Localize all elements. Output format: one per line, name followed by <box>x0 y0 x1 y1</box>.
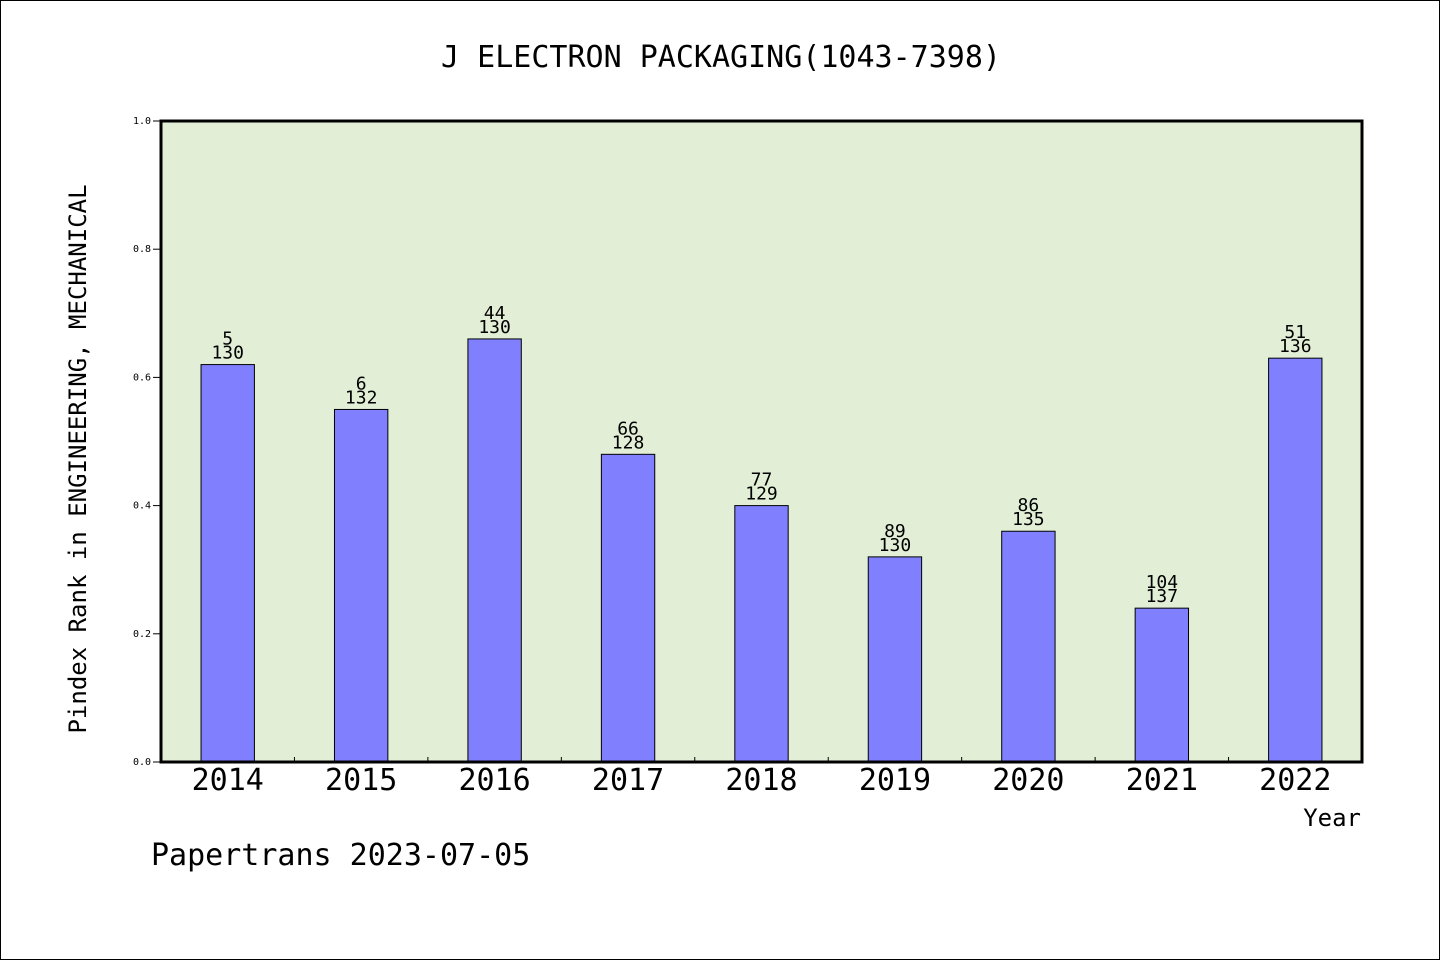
bar-rank-label: 51 <box>1284 322 1306 343</box>
bar-rank-label: 86 <box>1018 495 1040 516</box>
bar-total-label: 137 <box>1146 586 1179 607</box>
bar-rank-label: 77 <box>751 470 773 491</box>
bar <box>600 453 656 763</box>
bar <box>200 364 255 763</box>
x-tick-label: 2017 <box>592 763 664 798</box>
bar <box>734 505 789 763</box>
bar-rank-label: 104 <box>1146 572 1179 593</box>
plot-border <box>159 119 1364 764</box>
x-tick-label: 2018 <box>725 763 797 798</box>
bar <box>333 408 389 763</box>
bar-total-label: 128 <box>612 432 645 453</box>
x-axis-title: Year <box>1303 804 1361 832</box>
x-tick-label: 2015 <box>325 763 397 798</box>
bar-rank-label: 89 <box>884 521 906 542</box>
x-tick-label: 2022 <box>1259 763 1331 798</box>
bar-rank-label: 6 <box>356 373 367 394</box>
footer-credit: Papertrans 2023-07-05 <box>151 838 530 873</box>
bar-rank-label: 5 <box>222 329 233 350</box>
x-axis-tick-labels: 2014 2015 2016 2017 2018 2019 2020 2021 2022 <box>192 763 1332 798</box>
bar <box>467 338 522 763</box>
y-tick-label: 0.8 <box>133 244 151 255</box>
bar-total-label: 130 <box>211 343 244 364</box>
y-tick-label: 0.6 <box>133 372 151 383</box>
y-axis-ticks: 0.0 0.2 0.4 0.6 0.8 1.0 <box>133 116 161 768</box>
y-tick-label: 0.2 <box>133 629 151 640</box>
bar-rank-label: 44 <box>484 303 506 324</box>
bar-total-label: 129 <box>745 484 778 505</box>
bar-labels: 5130613244130661287712989130861351041375… <box>211 303 1311 607</box>
bar-series <box>200 338 1323 763</box>
x-tick-label: 2020 <box>992 763 1064 798</box>
chart-title: J ELECTRON PACKAGING(1043-7398) <box>441 40 1001 75</box>
bar <box>1268 357 1323 763</box>
y-tick-label: 0.0 <box>133 757 151 768</box>
bar-total-label: 130 <box>478 317 511 338</box>
x-tick-label: 2014 <box>192 763 264 798</box>
bar-rank-label: 66 <box>617 418 639 439</box>
bar <box>1001 530 1056 763</box>
bar-total-label: 135 <box>1012 509 1045 530</box>
x-tick-label: 2021 <box>1126 763 1198 798</box>
bar-total-label: 136 <box>1279 336 1312 357</box>
y-tick-label: 0.4 <box>133 501 151 512</box>
x-tick-label: 2016 <box>458 763 530 798</box>
x-tick-label: 2019 <box>859 763 931 798</box>
y-axis-title: Pindex Rank in ENGINEERING, MECHANICAL <box>64 184 92 733</box>
y-tick-label: 1.0 <box>133 116 151 127</box>
bar-total-label: 132 <box>345 387 378 408</box>
bar <box>867 556 923 763</box>
bar-total-label: 130 <box>879 535 912 556</box>
bar <box>1134 607 1190 763</box>
